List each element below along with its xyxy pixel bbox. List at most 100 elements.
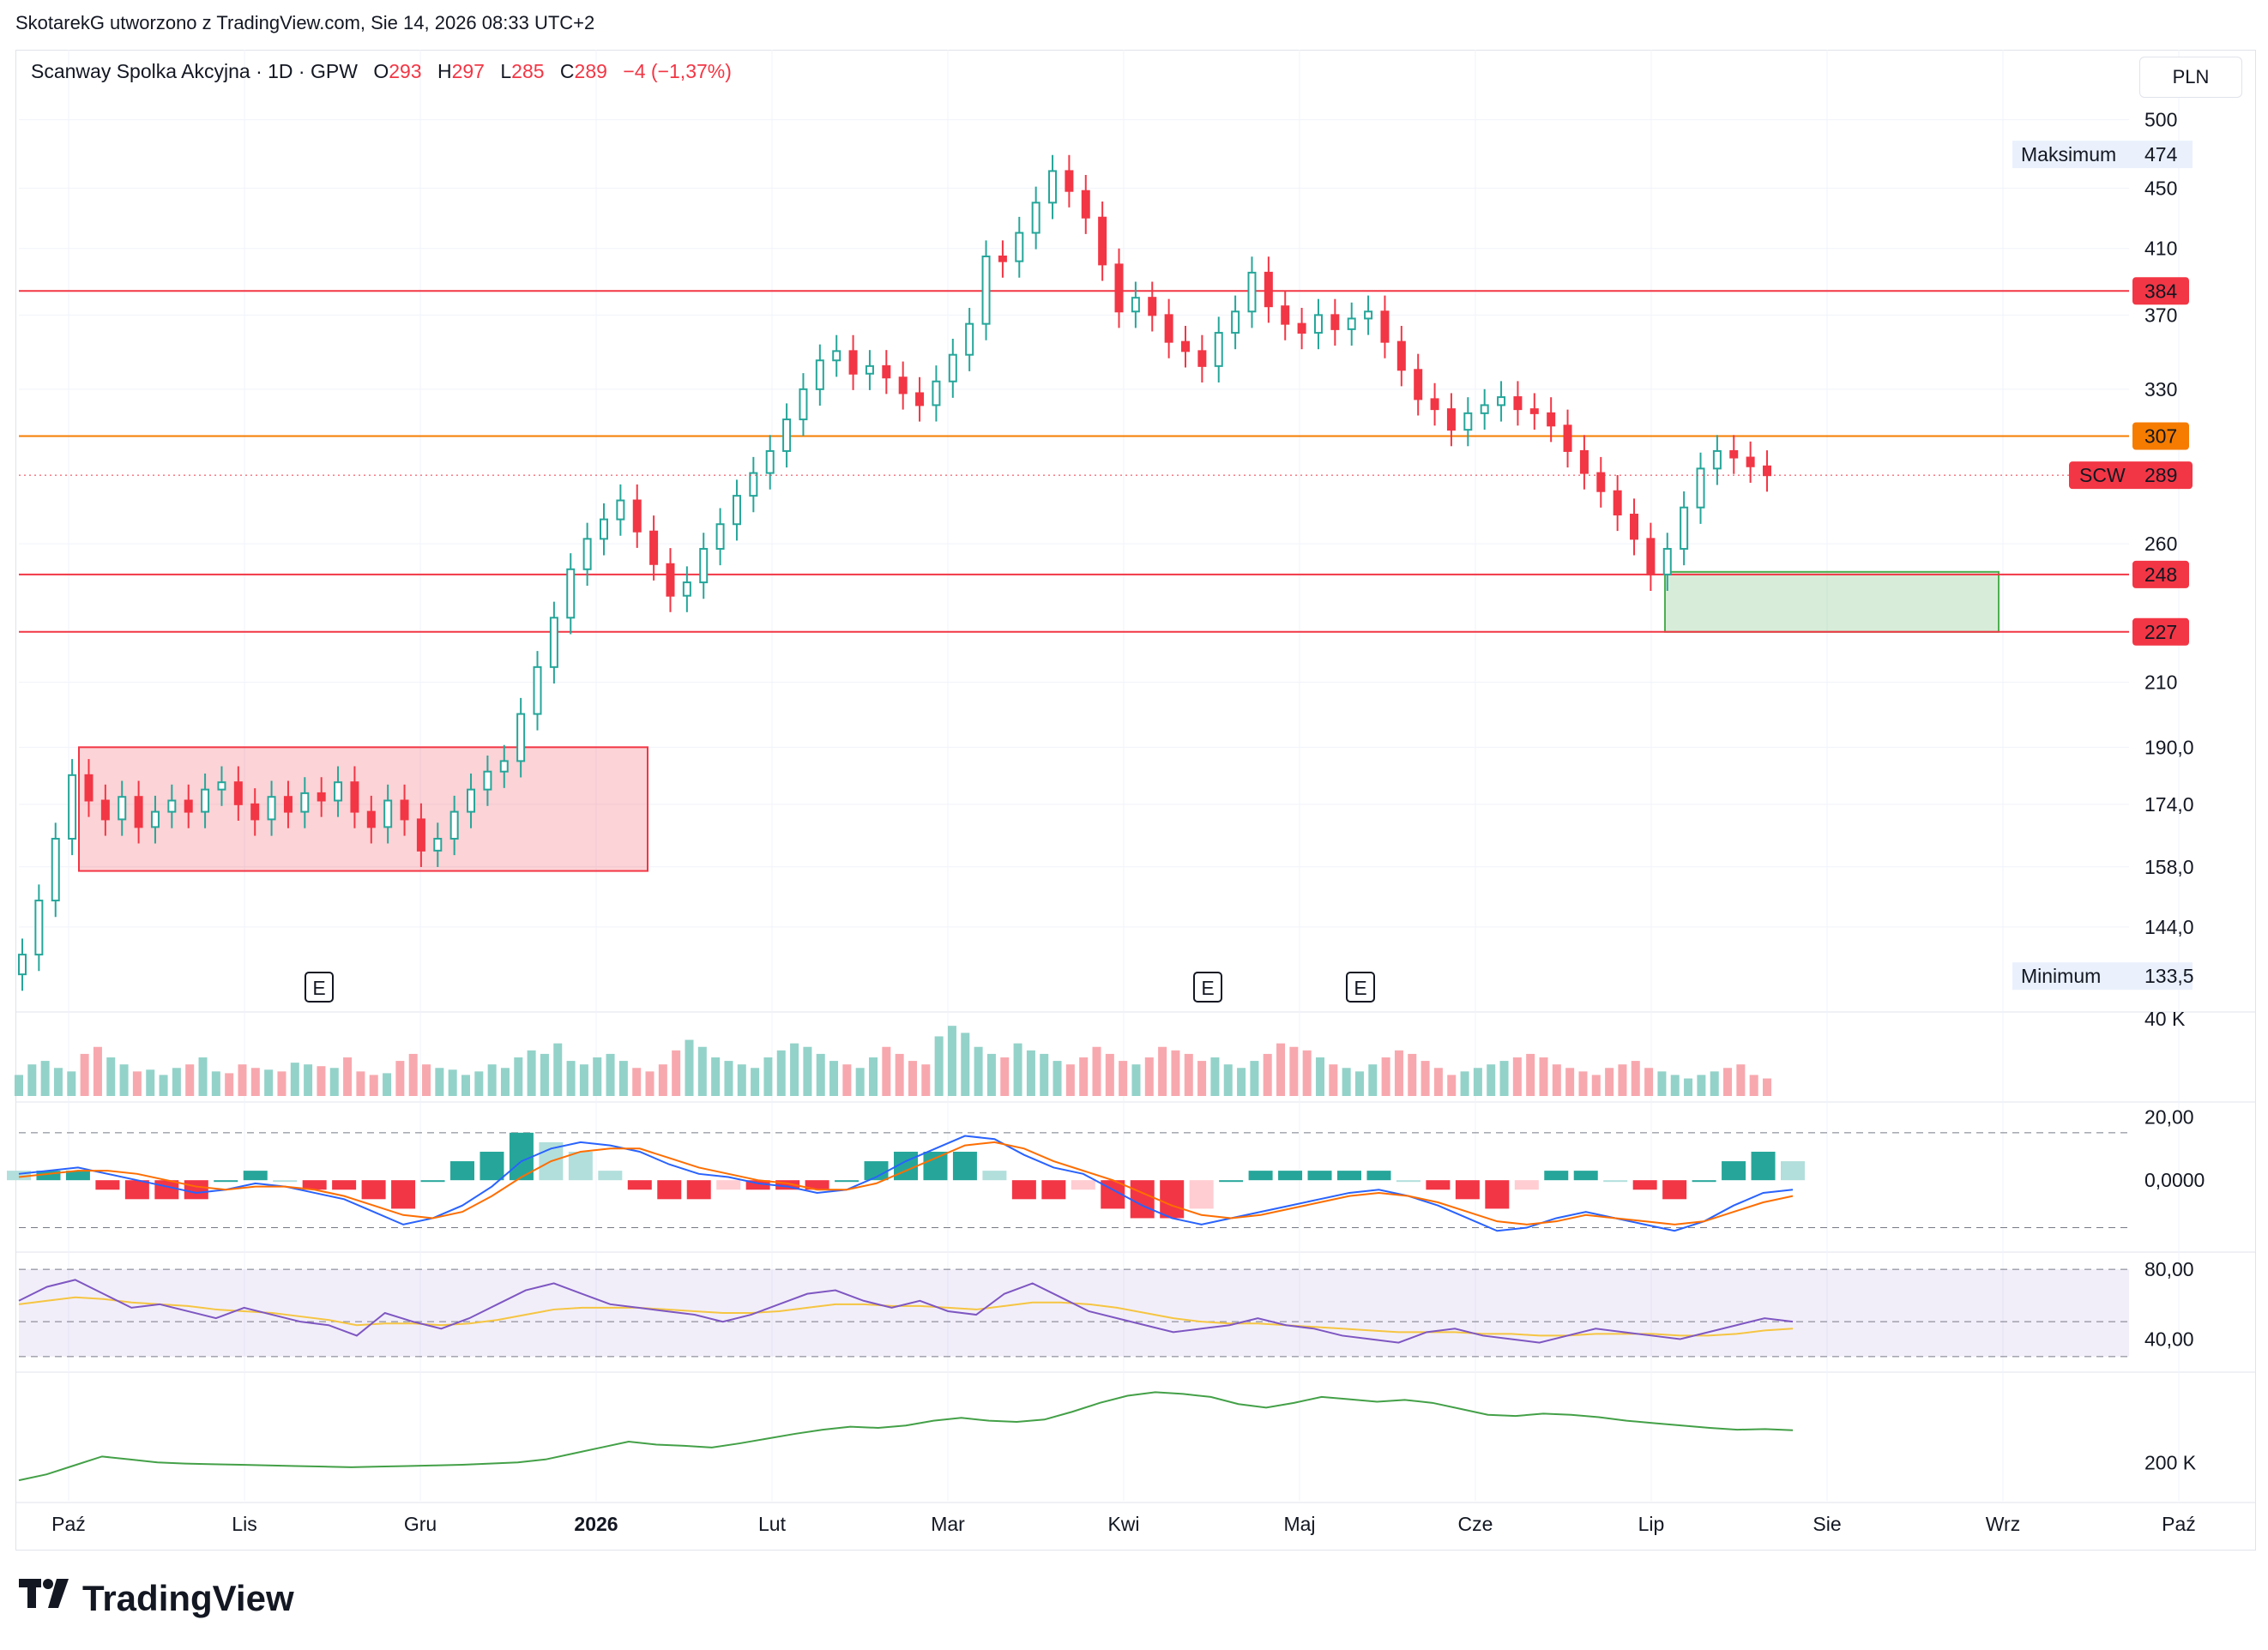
candle-body — [749, 472, 758, 497]
open-value: 293 — [389, 60, 422, 82]
macd-histogram-bar — [1514, 1180, 1539, 1190]
volume-bar — [106, 1057, 116, 1096]
candle-body — [1098, 216, 1107, 266]
volume-bar — [67, 1071, 76, 1096]
candle-body — [632, 499, 642, 533]
candle-body — [217, 781, 226, 791]
candle-body — [433, 837, 443, 852]
volume-bar — [1131, 1064, 1141, 1096]
y-tick-label: 450 — [2144, 177, 2177, 199]
rsi-ma-line — [18, 1296, 1794, 1337]
chart-attribution: SkotarekG utworzono z TradingView.com, S… — [15, 12, 595, 33]
macd-histogram-bar — [1485, 1180, 1510, 1209]
macd-histogram-bar — [775, 1180, 800, 1190]
macd-histogram-bar — [982, 1171, 1007, 1181]
volume-bar — [15, 1075, 23, 1096]
volume-bar — [1223, 1064, 1233, 1096]
extreme-tag-value: 474 — [2144, 143, 2178, 166]
volume-bar — [1447, 1075, 1457, 1096]
volume-bar — [882, 1046, 891, 1096]
volume-bar — [1119, 1061, 1128, 1096]
volume-bar — [1000, 1057, 1010, 1096]
macd-histogram-bar — [1011, 1180, 1036, 1200]
volume-bar — [329, 1068, 339, 1096]
currency-selector[interactable]: PLN — [2139, 57, 2242, 98]
y-tick-label: 500 — [2144, 109, 2177, 131]
candle-body — [84, 774, 93, 802]
volume-bar — [1473, 1068, 1482, 1096]
candle-body — [1579, 449, 1589, 474]
volume-bar — [816, 1053, 825, 1096]
macd-histogram-bar — [952, 1151, 977, 1181]
candle-body — [948, 353, 957, 382]
candle-body — [549, 617, 558, 668]
macd-histogram-bar — [361, 1180, 386, 1200]
volume-bar — [1487, 1064, 1496, 1096]
candle-body — [715, 523, 725, 550]
extreme-tag-label: Minimum — [2021, 965, 2101, 987]
candle-body — [34, 900, 44, 956]
candle-body — [1480, 404, 1489, 414]
volume-bar — [618, 1061, 628, 1096]
volume-bar — [1184, 1053, 1193, 1096]
level-tag-label: 248 — [2144, 563, 2177, 586]
candle-body — [1680, 506, 1689, 550]
volume-bar — [1197, 1061, 1207, 1096]
volume-bar — [803, 1046, 812, 1096]
candle-body — [1396, 340, 1406, 371]
candle-body — [167, 799, 177, 813]
y-tick-label: 370 — [2144, 304, 2177, 326]
volume-bar — [737, 1064, 746, 1096]
x-tick-label: 2026 — [574, 1513, 618, 1535]
volume-bar — [1605, 1068, 1614, 1096]
volume-bar — [934, 1036, 944, 1096]
x-tick-label: Lut — [758, 1513, 787, 1535]
level-tag-label: 227 — [2144, 621, 2177, 643]
open-label: O — [373, 60, 389, 82]
candle-body — [1164, 314, 1173, 343]
rsi-axis-label: 80,00 — [2144, 1258, 2194, 1280]
extreme-tag — [2012, 141, 2193, 169]
volume-bar — [474, 1071, 484, 1096]
volume-bar — [1710, 1071, 1719, 1096]
macd-histogram-bar — [805, 1180, 829, 1190]
macd-histogram-bar — [7, 1171, 31, 1181]
volume-bar — [1276, 1043, 1286, 1096]
y-tick-label: 210 — [2144, 671, 2177, 694]
candle-body — [848, 350, 858, 375]
volume-bar — [606, 1053, 615, 1096]
candle-body — [915, 392, 925, 406]
extreme-tag — [2012, 962, 2193, 991]
volume-bar — [1289, 1046, 1299, 1096]
candle-body — [1463, 412, 1473, 431]
obv-line — [18, 1391, 1794, 1482]
level-tag-label: 307 — [2144, 425, 2177, 447]
macd-histogram-bar — [1751, 1151, 1776, 1181]
y-tick-label: 410 — [2144, 238, 2177, 260]
x-tick-label: Maj — [1283, 1513, 1315, 1535]
volume-bar — [1053, 1061, 1062, 1096]
macd-histogram-bar — [745, 1180, 770, 1190]
macd-signal-line — [18, 1141, 1794, 1225]
earnings-marker-label: E — [1354, 977, 1366, 999]
candle-body — [233, 781, 243, 805]
macd-histogram-bar — [184, 1180, 208, 1200]
volume-bar — [1539, 1057, 1548, 1096]
tradingview-logo[interactable]: TradingView — [19, 1578, 294, 1619]
volume-bar — [540, 1053, 549, 1096]
macd-histogram-bar — [1573, 1171, 1598, 1181]
candle-body — [1347, 317, 1356, 330]
volume-bar — [40, 1061, 50, 1096]
candle-body — [383, 799, 393, 828]
volume-bar — [1631, 1061, 1640, 1096]
volume-bar — [1210, 1057, 1220, 1096]
macd-histogram-bar — [1219, 1180, 1244, 1183]
macd-histogram-bar — [450, 1161, 474, 1181]
candle-body — [1596, 472, 1606, 492]
volume-bar — [855, 1068, 865, 1096]
macd-histogram-bar — [1041, 1180, 1066, 1200]
x-tick-label: Lip — [1638, 1513, 1665, 1535]
symbol-name[interactable]: Scanway Spolka Akcyjna · 1D · GPW — [31, 60, 358, 82]
level-tag — [2132, 422, 2189, 450]
